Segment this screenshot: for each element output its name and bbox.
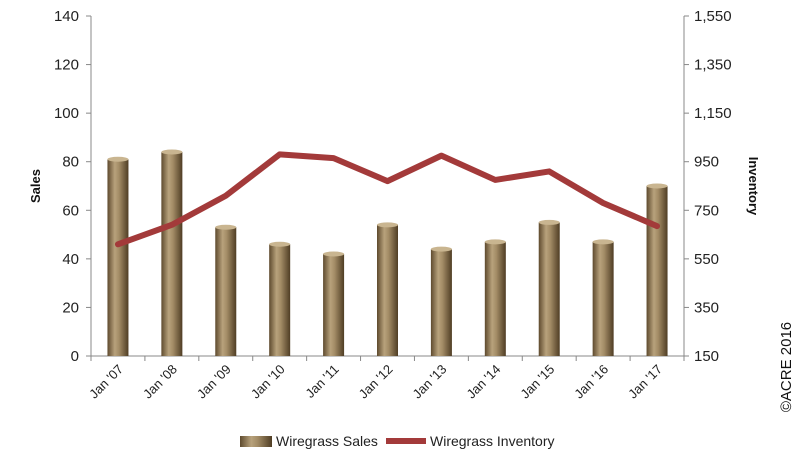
- left-tick-label: 0: [71, 348, 79, 365]
- sales-bar: [107, 159, 129, 356]
- copyright-notice: ©ACRE 2016: [778, 322, 795, 412]
- sales-bars: [107, 149, 668, 356]
- sales-bar-cap: [592, 239, 614, 245]
- x-axis-ticks: Jan '07 Jan '08 Jan '09 Jan '10 Jan '11 Jan '…: [86, 356, 685, 402]
- sales-bar: [377, 224, 398, 356]
- legend-label-inventory: Wiregrass Inventory: [430, 433, 554, 449]
- x-tick-label: Jan '07: [86, 362, 126, 402]
- x-tick-label: Jan '08: [140, 362, 180, 402]
- sales-bar-cap: [484, 239, 506, 245]
- sales-bar: [538, 222, 560, 356]
- legend: Wiregrass Sales Wiregrass Inventory: [240, 433, 554, 449]
- sales-bar: [592, 241, 614, 356]
- x-tick-label: Jan '09: [194, 362, 234, 402]
- left-tick-label: 60: [62, 202, 79, 219]
- right-tick-label: 1,550: [694, 8, 732, 25]
- right-tick-label: 150: [694, 348, 719, 365]
- sales-bar-cap: [377, 222, 398, 228]
- right-tick-label: 950: [694, 154, 719, 171]
- left-tick-label: 40: [62, 251, 79, 268]
- legend-swatch-sales: [240, 436, 272, 447]
- x-tick-label: Jan '14: [463, 362, 503, 402]
- x-tick-label: Jan '16: [571, 362, 611, 402]
- sales-bar-cap: [161, 149, 183, 155]
- sales-bar: [484, 241, 506, 356]
- right-tick-label: 350: [694, 299, 719, 316]
- sales-bar: [215, 227, 237, 356]
- sales-bar: [323, 254, 345, 356]
- sales-bar-cap: [646, 183, 668, 189]
- right-tick-label: 550: [694, 251, 719, 268]
- x-tick-label: Jan '10: [248, 362, 288, 402]
- sales-bar-cap: [269, 241, 291, 247]
- sales-bar-cap: [215, 224, 237, 230]
- y-axis-title: Sales: [28, 169, 43, 203]
- sales-bar-cap: [538, 219, 560, 225]
- x-tick-label: Jan '11: [302, 362, 341, 401]
- sales-bar-cap: [323, 251, 345, 257]
- left-tick-label: 20: [62, 299, 79, 316]
- sales-bar: [430, 249, 452, 356]
- sales-bar-cap: [107, 156, 129, 162]
- left-tick-label: 100: [54, 105, 79, 122]
- y2-axis-title: Inventory: [746, 157, 761, 216]
- right-tick-label: 1,350: [694, 57, 732, 74]
- sales-bar: [646, 186, 668, 356]
- right-axis-ticks: 150 350 550 750 950 1,150 1,350 1,550: [684, 8, 732, 365]
- left-tick-label: 120: [54, 57, 79, 74]
- sales-bar: [269, 244, 291, 356]
- left-tick-label: 140: [54, 8, 79, 25]
- left-tick-label: 80: [62, 154, 79, 171]
- sales-bar: [161, 152, 183, 356]
- right-tick-label: 750: [694, 202, 719, 219]
- x-tick-label: Jan '17: [625, 362, 665, 402]
- inventory-series-line: [114, 151, 661, 248]
- sales-bar-cap: [430, 246, 452, 252]
- left-axis-ticks: 0 20 40 60 80 100 120 140: [54, 8, 91, 365]
- right-tick-label: 1,150: [694, 105, 732, 122]
- x-tick-label: Jan '13: [410, 362, 450, 402]
- x-tick-label: Jan '12: [356, 362, 396, 402]
- x-tick-label: Jan '15: [517, 362, 557, 402]
- legend-label-sales: Wiregrass Sales: [276, 433, 378, 449]
- inventory-line: [114, 151, 661, 248]
